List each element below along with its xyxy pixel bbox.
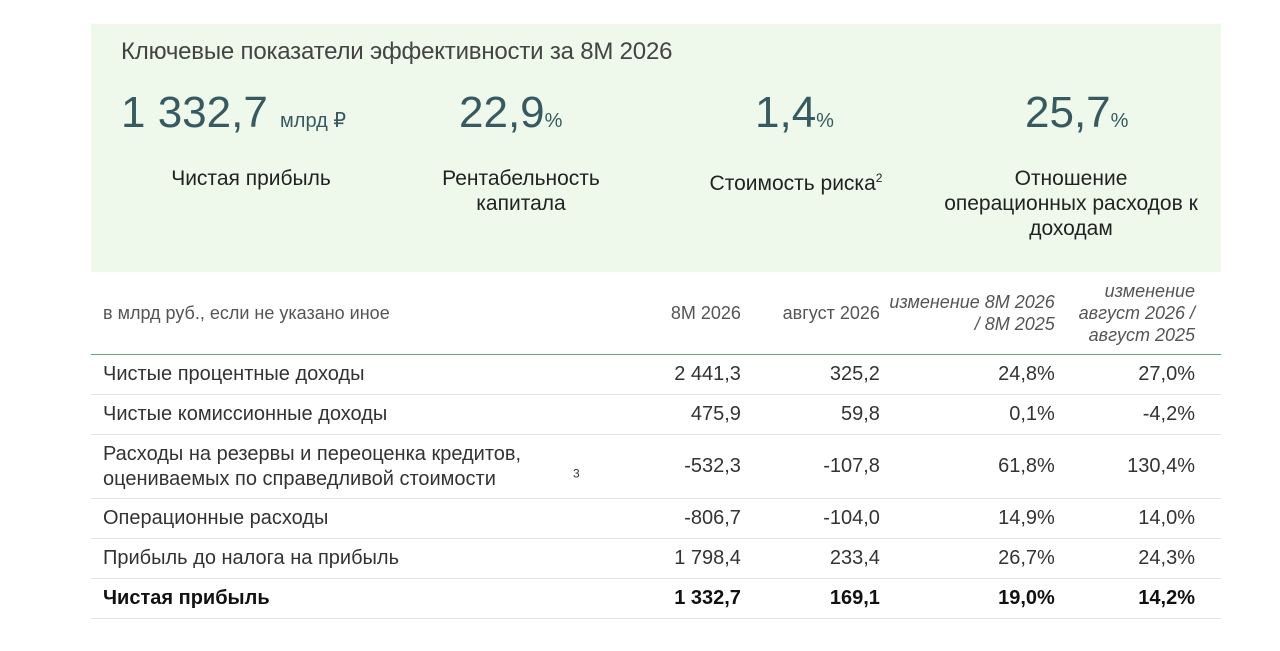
kpi-value-number: 1 332,7 bbox=[121, 88, 268, 137]
kpi-value-number: 1,4 bbox=[755, 88, 817, 137]
cell-change-8m: 0,1% bbox=[879, 394, 1055, 435]
cell-change-august: 14,2% bbox=[1054, 578, 1221, 619]
cell-8m-2026: 1 798,4 bbox=[650, 538, 741, 579]
cell-august-2026: 233,4 bbox=[740, 538, 880, 579]
cell-8m-2026: 475,9 bbox=[650, 394, 741, 435]
row-label-cell: Расходы на резервы и переоценка кредитов… bbox=[91, 434, 651, 499]
cell-8m-2026: 2 441,3 bbox=[650, 354, 741, 395]
cell-august-2026: -107,8 bbox=[740, 434, 880, 499]
cell-8m-2026: 1 332,7 bbox=[650, 578, 741, 619]
table-row-total: Чистая прибыль 1 332,7 169,1 19,0% 14,2% bbox=[91, 578, 1221, 619]
row-label: Операционные расходы bbox=[91, 498, 651, 539]
cell-change-8m: 19,0% bbox=[879, 578, 1055, 619]
cell-august-2026: 325,2 bbox=[740, 354, 880, 395]
kpi-net-profit-value: 1 332,7 млрд ₽ bbox=[121, 88, 346, 138]
kpi-roe-value: 22,9% bbox=[459, 88, 562, 138]
kpi-value-unit: % bbox=[1110, 110, 1129, 132]
kpi-label-text: Стоимость риска bbox=[709, 172, 876, 195]
header-8m-2026: 8М 2026 bbox=[650, 272, 741, 355]
cell-change-august: -4,2% bbox=[1054, 394, 1221, 435]
header-units: в млрд руб., если не указано иное bbox=[91, 272, 651, 355]
kpi-panel: Ключевые показатели эффективности за 8М … bbox=[91, 24, 1221, 272]
cell-change-august: 24,3% bbox=[1054, 538, 1221, 579]
cell-august-2026: 169,1 bbox=[740, 578, 880, 619]
footnote-ref: 2 bbox=[875, 171, 883, 185]
kpi-value-number: 22,9 bbox=[459, 88, 545, 137]
footnote-ref: 3 bbox=[573, 465, 580, 480]
row-label: Чистые процентные доходы bbox=[91, 354, 651, 395]
table-row: Прибыль до налога на прибыль 1 798,4 233… bbox=[91, 538, 1221, 579]
header-august-2026: август 2026 bbox=[740, 272, 880, 355]
cell-change-8m: 24,8% bbox=[879, 354, 1055, 395]
cell-change-8m: 14,9% bbox=[879, 498, 1055, 539]
cell-change-8m: 61,8% bbox=[879, 434, 1055, 499]
cell-change-august: 14,0% bbox=[1054, 498, 1221, 539]
cell-8m-2026: -806,7 bbox=[650, 498, 741, 539]
kpi-cir-label: Отношение операционных расходов к дохода… bbox=[944, 167, 1198, 240]
cell-change-august: 130,4% bbox=[1054, 434, 1221, 499]
cell-august-2026: 59,8 bbox=[740, 394, 880, 435]
cell-change-august: 27,0% bbox=[1054, 354, 1221, 395]
kpi-cir-value: 25,7% bbox=[1025, 88, 1128, 138]
table-header-row: в млрд руб., если не указано иное 8М 202… bbox=[91, 272, 1221, 355]
cell-8m-2026: -532,3 bbox=[650, 434, 741, 499]
kpi-net-profit-label: Чистая прибыль bbox=[171, 167, 331, 190]
kpi-value-unit: % bbox=[816, 110, 834, 132]
row-label: Чистая прибыль bbox=[91, 578, 651, 619]
header-change-8m: изменение 8М 2026 / 8М 2025 bbox=[879, 272, 1055, 355]
row-label: Чистые комиссионные доходы bbox=[91, 394, 651, 435]
cell-august-2026: -104,0 bbox=[740, 498, 880, 539]
kpi-cost-of-risk-label: Стоимость риска2 bbox=[691, 166, 901, 196]
table-row: Чистые комиссионные доходы 475,9 59,8 0,… bbox=[91, 394, 1221, 435]
kpi-roe-label: Рентабельность капитала bbox=[442, 167, 600, 215]
financial-table: в млрд руб., если не указано иное 8М 202… bbox=[91, 272, 1221, 619]
row-label: Расходы на резервы и переоценка кредитов… bbox=[103, 442, 522, 490]
header-change-august: изменение август 2026 / август 2025 bbox=[1054, 272, 1221, 355]
kpi-value-unit: млрд ₽ bbox=[280, 110, 347, 132]
table-row: Расходы на резервы и переоценка кредитов… bbox=[91, 434, 1221, 499]
cell-change-8m: 26,7% bbox=[879, 538, 1055, 579]
kpi-value-number: 25,7 bbox=[1025, 88, 1111, 137]
kpi-value-unit: % bbox=[544, 110, 563, 132]
row-label: Прибыль до налога на прибыль bbox=[91, 538, 651, 579]
kpi-cost-of-risk-value: 1,4% bbox=[755, 88, 834, 138]
table-row: Чистые процентные доходы 2 441,3 325,2 2… bbox=[91, 354, 1221, 395]
kpi-title: Ключевые показатели эффективности за 8М … bbox=[121, 38, 673, 65]
table-row: Операционные расходы -806,7 -104,0 14,9%… bbox=[91, 498, 1221, 539]
